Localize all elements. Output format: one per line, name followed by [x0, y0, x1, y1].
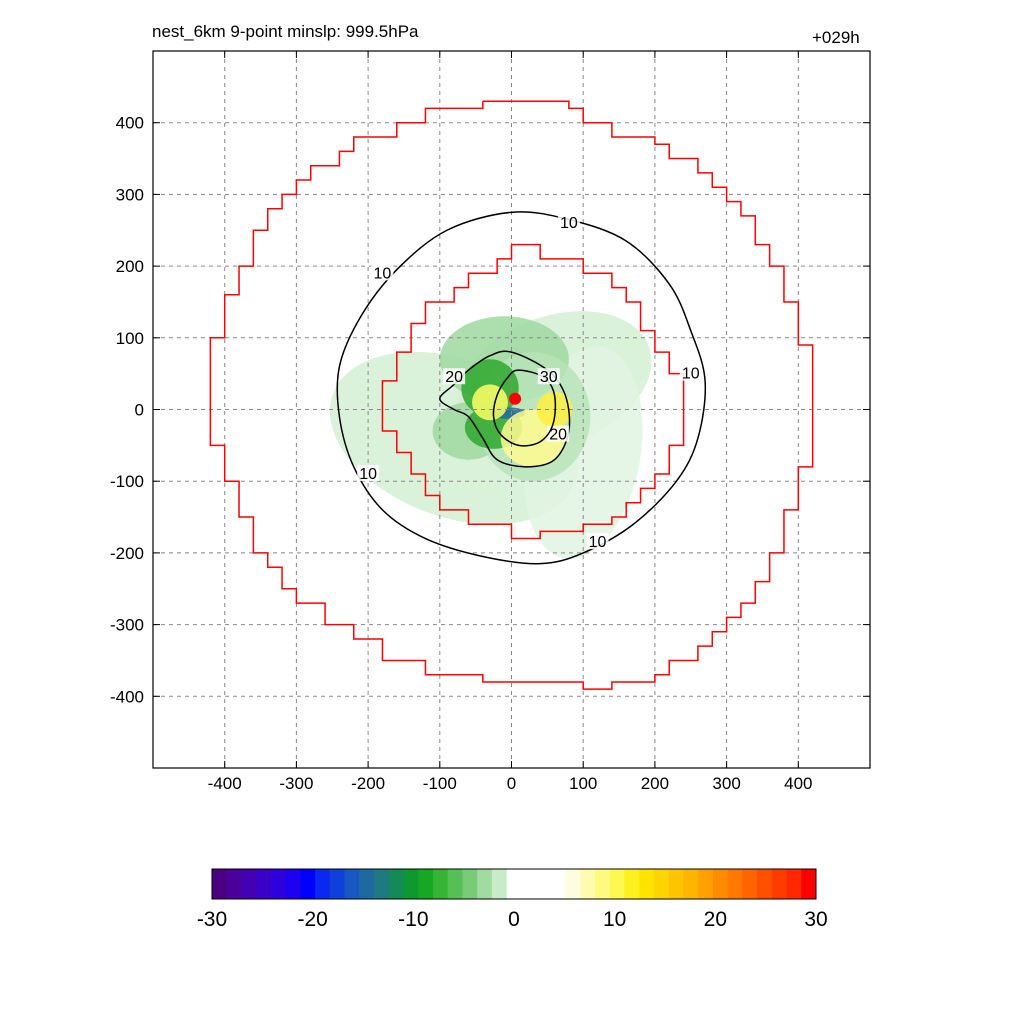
x-tick-label: -200	[351, 774, 385, 793]
contour-label-bg	[371, 264, 394, 281]
contour-line-30	[492, 369, 557, 447]
x-tick-label: 200	[641, 774, 669, 793]
colorbar-swatch	[315, 869, 331, 899]
colorbar-swatch	[653, 869, 670, 899]
x-tick-label: 0	[507, 774, 516, 793]
y-tick-label: 300	[116, 185, 144, 204]
colorbar-swatch	[447, 869, 463, 899]
colorbar: -30 -20 -10 0 10 20 30	[197, 868, 828, 931]
contour-label-10: 10	[560, 215, 578, 232]
x-tick-label: 100	[569, 774, 597, 793]
colorbar-swatch	[757, 869, 773, 899]
colorbar-frame	[211, 868, 817, 900]
x-tick-label: -100	[423, 774, 457, 793]
y-tick-label: -400	[110, 687, 144, 706]
shaded-field	[329, 311, 652, 559]
x-tick-label: 300	[712, 774, 740, 793]
contour-label-10: 10	[359, 466, 377, 483]
colorbar-swatch	[771, 869, 788, 899]
x-tick-label: 400	[784, 774, 812, 793]
contour-label-bg	[537, 368, 560, 385]
colorbar-swatch	[329, 869, 346, 899]
colorbar-swatch	[595, 869, 611, 899]
x-tick-label: -400	[208, 774, 242, 793]
colorbar-swatch	[285, 869, 301, 899]
colorbar-swatch	[241, 869, 257, 899]
colorbar-swatch	[403, 869, 419, 899]
shaded-blob-10	[472, 384, 508, 421]
colorbar-swatch	[801, 869, 817, 899]
x-tick-label: -300	[279, 774, 313, 793]
colorbar-swatch	[212, 869, 228, 899]
colorbar-tick-label: -20	[297, 908, 327, 931]
y-tick-label: -100	[110, 472, 144, 491]
y-tick-label: 100	[116, 329, 144, 348]
contour-label-bg	[557, 214, 580, 231]
colorbar-swatch	[374, 869, 390, 899]
colorbar-swatch	[359, 869, 375, 899]
colorbar-swatch	[432, 869, 449, 899]
colorbar-swatch	[698, 869, 714, 899]
colorbar-swatch	[388, 869, 405, 899]
colorbar-swatch	[418, 869, 434, 899]
colorbar-tick-label: -10	[398, 908, 428, 931]
colorbar-swatch	[491, 869, 508, 899]
colorbar-swatch	[270, 869, 287, 899]
colorbar-swatch	[786, 869, 802, 899]
colorbar-tick-label: -30	[197, 908, 227, 931]
contour-label-30: 30	[540, 369, 558, 386]
contour-label-20: 20	[445, 369, 463, 386]
colorbar-swatch	[565, 869, 581, 899]
figure-title: nest_6km 9-point minslp: 999.5hPa	[152, 22, 419, 41]
contour-label-10: 10	[682, 366, 700, 383]
colorbar-swatch	[668, 869, 684, 899]
contour-label-10: 10	[374, 265, 392, 282]
y-tick-label: 400	[116, 114, 144, 133]
colorbar-swatch	[300, 869, 316, 899]
colorbar-swatch	[256, 869, 272, 899]
contour-label-10: 10	[589, 534, 607, 551]
boundary-ring-inner	[381, 243, 685, 540]
colorbar-swatch	[727, 869, 743, 899]
colorbar-swatch	[580, 869, 596, 899]
contour-line-10	[336, 211, 707, 565]
colorbar-tick-label: 10	[603, 908, 626, 931]
colorbar-swatch	[462, 869, 478, 899]
y-tick-label: -200	[110, 544, 144, 563]
colorbar-swatch	[683, 869, 699, 899]
colorbar-swatch	[521, 869, 537, 899]
colorbar-swatch	[742, 869, 758, 899]
contour-label-bg	[443, 368, 466, 385]
forecast-hour-label: +029h	[812, 28, 860, 47]
colorbar-swatch	[624, 869, 640, 899]
colorbar-swatch	[639, 869, 655, 899]
boundary-ring-outer	[209, 100, 814, 690]
colorbar-swatch	[712, 869, 729, 899]
storm-center-marker	[509, 392, 522, 405]
colorbar-swatch	[344, 869, 360, 899]
colorbar-swatch	[477, 869, 493, 899]
contour-label-bg	[357, 465, 380, 482]
y-tick-label: 0	[135, 401, 144, 420]
y-tick-label: -300	[110, 616, 144, 635]
colorbar-tick-label: 20	[704, 908, 727, 931]
contour-label-bg	[586, 533, 609, 550]
contour-label-20: 20	[549, 427, 567, 444]
colorbar-swatch	[506, 869, 522, 899]
y-tick-label: 200	[116, 257, 144, 276]
contour-label-bg	[679, 364, 702, 381]
contour-label-bg	[547, 425, 570, 442]
colorbar-swatch	[609, 869, 625, 899]
colorbar-tick-label: 0	[508, 908, 520, 931]
colorbar-swatch	[226, 869, 242, 899]
colorbar-tick-label: 30	[804, 908, 827, 931]
colorbar-swatch	[536, 869, 552, 899]
colorbar-swatch	[550, 869, 567, 899]
